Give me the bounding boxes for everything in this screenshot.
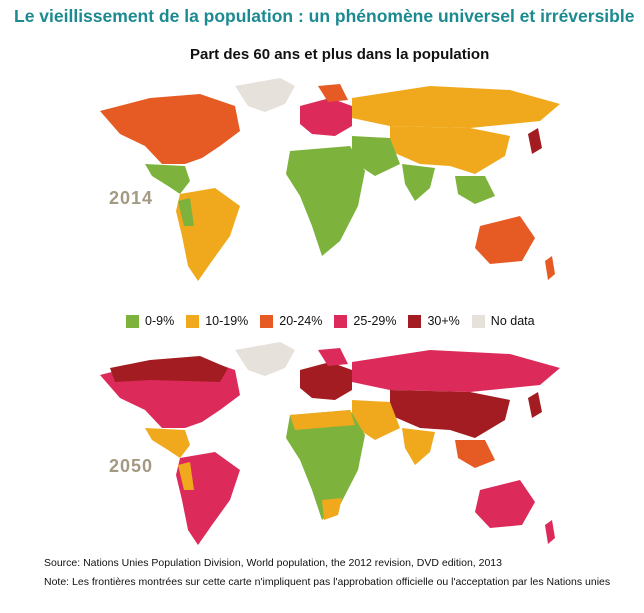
- region-africa: [286, 410, 365, 520]
- region-middle-east: [352, 400, 400, 440]
- region-japan: [528, 392, 542, 418]
- region-new-zealand: [545, 520, 555, 544]
- map-subtitle: Part des 60 ans et plus dans la populati…: [190, 46, 490, 63]
- region-europe: [300, 362, 352, 400]
- region-europe: [300, 98, 352, 136]
- source-note: Source: Nations Unies Population Divisio…: [44, 557, 502, 569]
- map-legend: 0-9% 10-19% 20-24% 25-29% 30+% No data: [126, 313, 547, 329]
- legend-item: 30+%: [408, 314, 460, 328]
- legend-item: 0-9%: [126, 314, 174, 328]
- region-russia: [352, 86, 560, 128]
- world-map-2050: [100, 342, 560, 545]
- page-title: Le vieillissement de la population : un …: [14, 6, 635, 26]
- region-australia: [475, 216, 535, 264]
- region-africa: [286, 146, 365, 256]
- region-central-america: [145, 164, 190, 194]
- legend-label: 0-9%: [145, 314, 175, 328]
- region-canada: [110, 356, 228, 382]
- legend-label: No data: [490, 314, 535, 328]
- region-se-asia: [455, 440, 495, 468]
- region-south-asia: [402, 164, 435, 201]
- region-south-america: [176, 452, 240, 545]
- legend-swatch: [334, 314, 348, 328]
- region-scandinavia: [318, 348, 348, 366]
- legend-label: 10-19%: [205, 314, 249, 328]
- region-middle-east: [352, 136, 400, 176]
- legend-label: 20-24%: [279, 314, 323, 328]
- region-southern-africa: [322, 498, 342, 520]
- legend-swatch: [186, 314, 200, 328]
- legend-swatch: [408, 314, 422, 328]
- region-central-america: [145, 428, 190, 458]
- region-russia: [352, 350, 560, 392]
- legend-label: 25-29%: [353, 314, 397, 328]
- legend-item: No data: [471, 314, 535, 328]
- legend-swatch: [471, 314, 485, 328]
- legend-item: 25-29%: [334, 314, 396, 328]
- map-year-2050: 2050: [109, 456, 154, 476]
- region-australia: [475, 480, 535, 528]
- region-south-asia: [402, 428, 435, 465]
- region-asia: [390, 126, 510, 174]
- region-andes: [178, 198, 194, 226]
- legend-swatch: [126, 314, 139, 328]
- region-north-america: [100, 94, 240, 164]
- world-map-2014: [100, 78, 560, 281]
- legend-item: 10-19%: [186, 314, 248, 328]
- disclaimer-note: Note: Les frontières montrées sur cette …: [44, 576, 611, 588]
- region-north-africa: [290, 410, 355, 430]
- region-asia: [390, 390, 510, 438]
- region-scandinavia: [318, 84, 348, 102]
- region-greenland: [235, 78, 295, 112]
- region-greenland: [235, 342, 295, 376]
- region-south-america: [176, 188, 240, 281]
- legend-label: 30+%: [427, 314, 460, 328]
- legend-swatch: [260, 314, 274, 328]
- region-japan: [528, 128, 542, 154]
- legend-item: 20-24%: [260, 314, 322, 328]
- region-new-zealand: [545, 256, 555, 280]
- map-year-2014: 2014: [109, 188, 154, 208]
- region-andes: [178, 462, 194, 490]
- region-se-asia: [455, 176, 495, 204]
